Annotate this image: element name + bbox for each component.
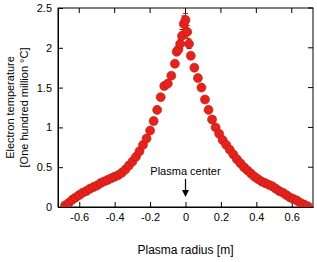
tick-mark (291, 8, 292, 13)
tick-mark (150, 202, 151, 207)
plot: -0.6 -0.4 -0.2 0 0.2 0.4 0.6 0 0.5 1 1.5 2 2.5 Plasma… (37, 2, 314, 223)
tick: 2.5 (37, 2, 63, 14)
annotation-arrowhead (182, 190, 189, 197)
tick-mark (58, 127, 63, 128)
x-axis-title: Plasma radius [m] (137, 243, 233, 257)
tick-label: -0.6 (70, 211, 89, 223)
tick-mark (221, 202, 222, 207)
tick-label: 2.5 (37, 2, 52, 14)
tick-label: 2 (46, 42, 52, 54)
tick-label: 0.4 (249, 211, 264, 223)
tick-mark (308, 167, 313, 168)
point (190, 63, 199, 72)
tick-label: 0.2 (214, 211, 229, 223)
point (167, 71, 176, 80)
tick-mark (220, 8, 221, 13)
data (61, 14, 313, 207)
point (153, 105, 162, 114)
tick-mark (308, 47, 313, 48)
tick-mark (79, 8, 80, 13)
tick: -0.4 (106, 202, 125, 223)
tick-mark (186, 202, 187, 207)
tick: 0 (46, 201, 63, 213)
tick: 0.4 (249, 202, 264, 223)
tick-mark (256, 8, 257, 13)
point (149, 117, 158, 126)
tick: -0.2 (141, 202, 160, 223)
chart: -0.6 -0.4 -0.2 0 0.2 0.4 0.6 0 0.5 1 1.5 2 2.5 Plasma… (0, 0, 317, 262)
point (181, 15, 190, 24)
tick-mark (58, 48, 63, 49)
tick-label: 0 (46, 201, 52, 213)
point (193, 74, 202, 83)
tick-mark (308, 127, 313, 128)
axis-line (58, 9, 59, 208)
tick: 0.2 (214, 202, 229, 223)
tick-mark (58, 88, 63, 89)
point (204, 105, 213, 114)
y-axis-title-line: Electron temperature (4, 56, 16, 159)
tick-label: 0.6 (285, 211, 300, 223)
frame (58, 8, 313, 207)
tick-mark (185, 8, 186, 13)
tick-mark (58, 167, 63, 168)
tick-mark (256, 202, 257, 207)
tick-label: 0 (183, 211, 189, 223)
tick-mark (79, 202, 80, 207)
tick: 0.5 (37, 161, 63, 173)
point (186, 51, 195, 60)
y-axis-title: Electron temperature[One hundred million… (4, 48, 30, 168)
tick: 2 (46, 42, 63, 54)
point (170, 59, 179, 68)
point (200, 95, 209, 104)
point (185, 39, 194, 48)
tick-mark (115, 202, 116, 207)
axis-line (59, 207, 314, 208)
tick-label: 1 (46, 121, 52, 133)
tick-mark (308, 8, 313, 9)
x-axis: -0.6 -0.4 -0.2 0 0.2 0.4 0.6 (59, 202, 314, 223)
tick: 1 (46, 121, 63, 133)
tick-label: -0.4 (106, 211, 125, 223)
point (183, 27, 192, 36)
tick-mark (58, 8, 63, 9)
error-bar-cap (183, 13, 188, 14)
point (146, 126, 155, 135)
tick-mark (150, 8, 151, 13)
point (303, 202, 312, 207)
tick-mark (308, 87, 313, 88)
tick-label: 0.5 (37, 161, 52, 173)
y-axis: 0 0.5 1 1.5 2 2.5 (37, 2, 63, 213)
tick-label: 1.5 (37, 82, 52, 94)
point (176, 39, 185, 48)
tick: 1.5 (37, 82, 63, 94)
tick: 0 (183, 202, 189, 223)
tick-mark (114, 8, 115, 13)
tick-label: -0.2 (141, 211, 160, 223)
y-axis-title-line: [One hundred million °C] (18, 48, 30, 168)
annotation: Plasma center (150, 165, 221, 177)
point (197, 83, 206, 92)
tick: -0.6 (70, 202, 89, 223)
point (156, 93, 165, 102)
tick-mark (58, 207, 63, 208)
